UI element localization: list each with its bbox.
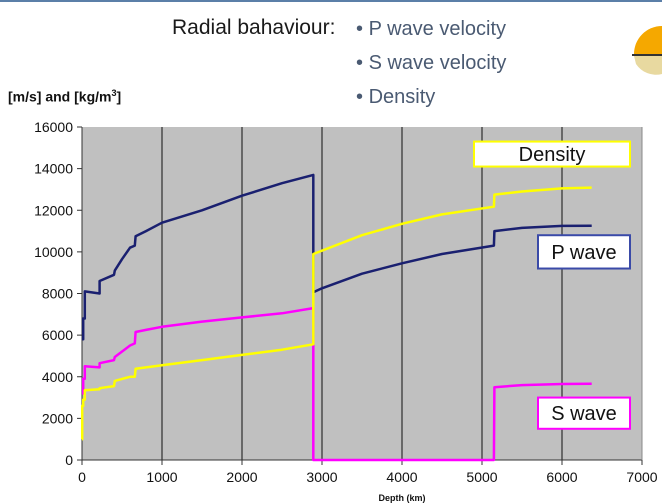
- y-axis-units: [m/s] and [kg/m3]: [8, 88, 122, 105]
- legend-box-s-wave-label: S wave: [551, 403, 617, 425]
- bullet-dot: •: [356, 18, 364, 40]
- x-tick-label: 4000: [386, 469, 417, 485]
- bullet-p-wave: • P wave velocity: [356, 16, 506, 50]
- bullet-dot: •: [356, 86, 364, 108]
- series-line-density: [80, 186, 592, 441]
- top-rule: [0, 0, 662, 2]
- y-tick-label: 6000: [42, 327, 73, 343]
- y-tick-label: 10000: [34, 244, 73, 260]
- series-line-s-wave: [81, 306, 592, 462]
- x-tick-label: 6000: [546, 469, 577, 485]
- legend-box-p-wave-label: P wave: [551, 242, 616, 264]
- series-line-p-wave: [81, 173, 592, 341]
- x-tick-label: 3000: [306, 469, 337, 485]
- y-tick-label: 16000: [34, 119, 73, 135]
- y-tick-label: 8000: [42, 286, 73, 302]
- bullet-text: S wave velocity: [368, 52, 507, 74]
- y-tick-label: 4000: [42, 369, 73, 385]
- x-axis-title: Depth (km): [379, 493, 426, 503]
- bullet-s-wave: • S wave velocity: [356, 50, 506, 84]
- bullet-density: • Density: [356, 84, 506, 118]
- y-tick-label: 14000: [34, 161, 73, 177]
- earth-globe-icon: [632, 26, 662, 75]
- y-tick-label: 12000: [34, 202, 73, 218]
- legend-box-s-wave: [537, 396, 631, 430]
- slide-heading: Radial bahaviour:: [172, 16, 336, 39]
- x-tick-label: 0: [78, 469, 86, 485]
- bullet-dot: •: [356, 52, 364, 74]
- x-tick-label: 2000: [226, 469, 257, 485]
- x-tick-label: 1000: [146, 469, 177, 485]
- y-tick-label: 2000: [42, 410, 73, 426]
- y-tick-label: 0: [65, 452, 73, 468]
- legend-box-density: [473, 140, 631, 168]
- bullet-text: P wave velocity: [368, 18, 507, 40]
- x-tick-label: 5000: [466, 469, 497, 485]
- legend-box-density-label: Density: [519, 144, 586, 166]
- x-tick-label: 7000: [626, 469, 657, 485]
- legend-box-p-wave: [537, 234, 631, 270]
- bullet-text: Density: [368, 86, 436, 108]
- bullet-list: • P wave velocity • S wave velocity • De…: [356, 16, 506, 118]
